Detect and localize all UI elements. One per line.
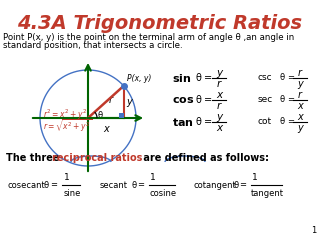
Text: csc: csc [258, 73, 273, 83]
Text: $r = \sqrt{x^2 + y^2}$: $r = \sqrt{x^2 + y^2}$ [43, 118, 92, 135]
Text: θ: θ [131, 180, 136, 190]
Text: θ: θ [196, 95, 202, 105]
Text: θ: θ [280, 118, 285, 126]
Text: x: x [103, 124, 109, 134]
Text: P(x, y): P(x, y) [127, 74, 151, 83]
Text: $\mathbf{sin}$: $\mathbf{sin}$ [172, 72, 191, 84]
Text: =: = [287, 96, 294, 104]
Text: θ: θ [233, 180, 238, 190]
Text: r: r [217, 79, 221, 89]
Text: =: = [204, 95, 212, 105]
Text: 1: 1 [64, 173, 70, 181]
Text: =: = [287, 118, 294, 126]
Text: y: y [127, 97, 132, 107]
Text: sine: sine [64, 188, 81, 198]
Text: 1: 1 [311, 226, 316, 235]
Text: The three: The three [6, 153, 63, 163]
Text: =: = [287, 73, 294, 83]
Text: $\mathbf{cos}$: $\mathbf{cos}$ [172, 95, 194, 105]
Text: sec: sec [258, 96, 273, 104]
Text: r: r [298, 90, 302, 100]
Text: y: y [216, 112, 222, 122]
Text: θ: θ [98, 110, 103, 120]
Text: 1: 1 [252, 173, 258, 181]
Text: cosecant: cosecant [8, 180, 46, 190]
Text: Point P(x, y) is the point on the terminal arm of angle θ ,an angle in: Point P(x, y) is the point on the termin… [3, 33, 294, 42]
Text: θ: θ [44, 180, 49, 190]
Text: r: r [217, 101, 221, 111]
Text: r: r [298, 68, 302, 78]
Text: y: y [297, 79, 303, 89]
Bar [119, 113, 124, 118]
Text: reciprocal ratios: reciprocal ratios [52, 153, 142, 163]
Text: =: = [137, 180, 144, 190]
Text: θ: θ [196, 73, 202, 83]
Text: $r^2 = x^2 + y^2$: $r^2 = x^2 + y^2$ [43, 108, 87, 122]
Text: cot: cot [258, 118, 272, 126]
Text: =: = [50, 180, 57, 190]
Text: y: y [297, 123, 303, 133]
Text: y: y [216, 68, 222, 78]
Text: 1: 1 [150, 173, 156, 181]
Text: $\mathbf{tan}$: $\mathbf{tan}$ [172, 116, 194, 128]
Text: =: = [204, 73, 212, 83]
Text: standard position, that intersects a circle.: standard position, that intersects a cir… [3, 41, 183, 50]
Text: x: x [297, 112, 303, 122]
Text: tangent: tangent [251, 188, 284, 198]
Text: x: x [297, 101, 303, 111]
Text: cotangent: cotangent [193, 180, 236, 190]
Text: are defined as follows:: are defined as follows: [140, 153, 269, 163]
Text: secant: secant [100, 180, 128, 190]
Text: =: = [239, 180, 246, 190]
Text: θ: θ [280, 73, 285, 83]
Text: θ: θ [280, 96, 285, 104]
Text: x: x [216, 123, 222, 133]
Text: 4.3A Trigonometric Ratios: 4.3A Trigonometric Ratios [17, 14, 303, 33]
Text: x: x [216, 90, 222, 100]
Text: =: = [204, 117, 212, 127]
Text: cosine: cosine [149, 188, 176, 198]
Text: r: r [109, 95, 113, 105]
Text: θ: θ [196, 117, 202, 127]
